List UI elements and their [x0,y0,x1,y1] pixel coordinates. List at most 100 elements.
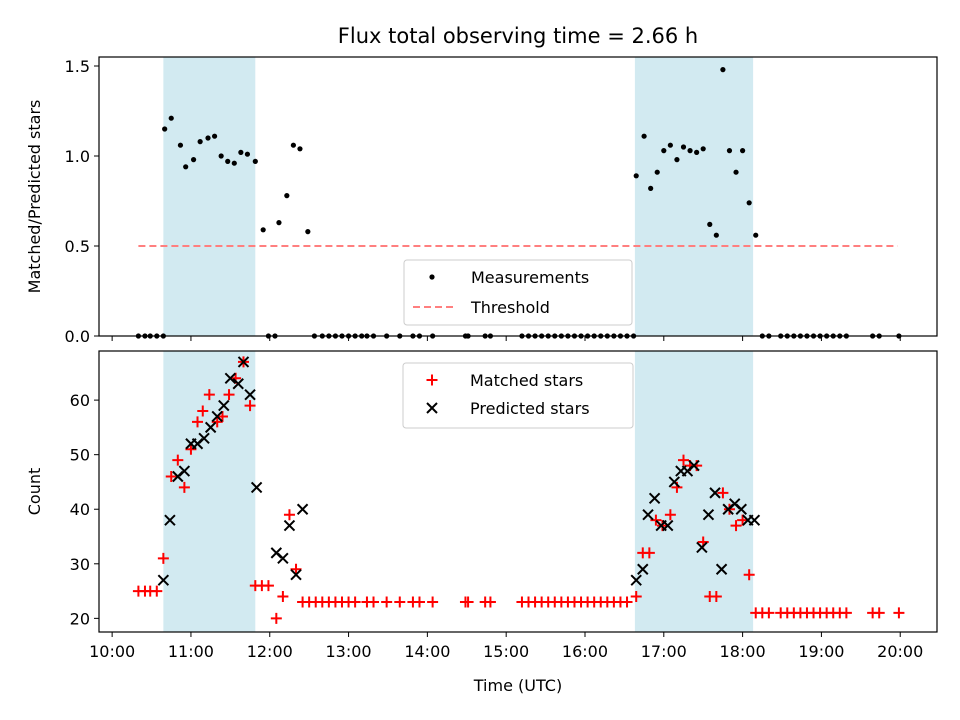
legend-box [402,362,634,429]
matched-star-point [192,416,204,428]
matched-star-point [677,454,689,466]
measurement-point [720,67,726,73]
measurement-point [276,220,282,226]
matched-star-point [394,596,406,608]
y-tick-label: 0.0 [65,327,90,346]
predicted-star-point [218,399,230,412]
matched-star-point [484,596,496,608]
x-tick-label: 11:00 [168,642,214,661]
matched-star-point [643,547,655,559]
matched-star-point [151,585,163,597]
observing-interval-band [163,57,256,336]
plot-frame [98,350,938,633]
legend: Measurements Threshold [403,259,633,326]
measurement-point [654,169,660,175]
plot-frame [98,56,938,337]
predicted-star-point [277,552,289,565]
predicted-star-point [662,519,674,532]
legend-matched-marker [426,374,438,386]
matched-star-point [244,400,256,412]
x-tick-label: 17:00 [641,642,687,661]
matched-star-point [349,596,361,608]
measurement-point [648,185,654,191]
matched-star-point [763,607,775,619]
measurement-point [168,115,174,121]
legend-threshold-label: Threshold [470,298,550,317]
x-axis-label: Time (UTC) [473,676,562,695]
measurement-point [680,144,687,150]
x-tick-label: 15:00 [483,642,529,661]
legend-measurements-marker [429,274,435,280]
predicted-star-point [648,492,661,505]
x-tick-label: 20:00 [877,642,923,661]
predicted-star-point [198,432,210,445]
matched-star-point [290,563,302,575]
y-tick-label: 50 [70,446,90,465]
y-tick-label: 30 [70,555,90,574]
measurement-point [252,158,258,164]
measurement-point [190,157,197,163]
matched-star-point [743,569,755,581]
matched-star-point [178,481,190,493]
measurement-point [211,133,218,139]
y-tick-label: 20 [70,609,90,628]
measurement-point [641,133,647,139]
matched-star-point [462,596,474,608]
measurement-point [713,232,719,238]
measurement-point [225,158,231,164]
x-tick-label: 16:00 [562,642,608,661]
predicted-star-point [204,421,217,434]
matched-star-point [413,596,425,608]
measurement-point [197,139,203,145]
predicted-star-point [668,476,681,488]
measurement-point [218,153,224,159]
predicted-star-point [748,514,761,526]
predicted-star-point [709,487,721,499]
legend-box [403,259,633,326]
y-tick-label: 1.5 [65,57,90,76]
predicted-star-point [688,459,700,472]
matched-star-point [873,607,885,619]
matched-star-point [664,509,676,521]
count-panel: 20 30 40 50 60 10:00 11:00 12:00 13:00 14:00 15:00… [25,350,938,695]
predicted-star-point [702,508,715,521]
predicted-star-point [735,503,747,515]
predicted-star-point [164,514,176,526]
ratio-panel: 0.0 0.5 1.0 1.5 Matched/Predicted stars Measu… [25,56,938,346]
matched-star-point [211,416,223,428]
x-tick-label: 12:00 [247,642,293,661]
y-tick-label: 60 [70,391,90,410]
matched-star-point [270,612,282,624]
predicted-star-point [283,519,296,532]
x-tick-label: 14:00 [404,642,450,661]
measurement-point [177,142,184,148]
predicted-star-point [296,503,309,515]
measurement-point [753,232,759,238]
chart-title: Flux total observing time = 2.66 h [338,24,698,48]
matched-star-point [717,487,729,499]
matched-star-point [283,509,295,521]
measurement-point [687,148,693,154]
predicted-star-point [696,541,708,554]
predicted-star-point [630,574,642,586]
matched-star-point [737,514,749,526]
predicted-star-point [211,410,223,423]
matched-star-point [216,410,228,422]
predicted-star-point [232,378,244,390]
legend-predicted-label: Predicted stars [470,399,590,418]
predicted-star-point [237,356,250,368]
matched-star-point [840,607,852,619]
measurement-point [746,200,752,206]
matched-star-point [630,591,642,603]
measurement-point [284,193,290,199]
observing-interval-band [634,57,754,336]
observing-interval-band [634,351,754,632]
measurement-point [297,146,303,152]
y-axis-label: Matched/Predicted stars [25,100,44,294]
predicted-star-point [642,508,654,521]
matched-star-point [427,596,439,608]
predicted-star-point [715,563,728,575]
matched-star-point [197,405,209,417]
measurement-point [733,169,739,175]
